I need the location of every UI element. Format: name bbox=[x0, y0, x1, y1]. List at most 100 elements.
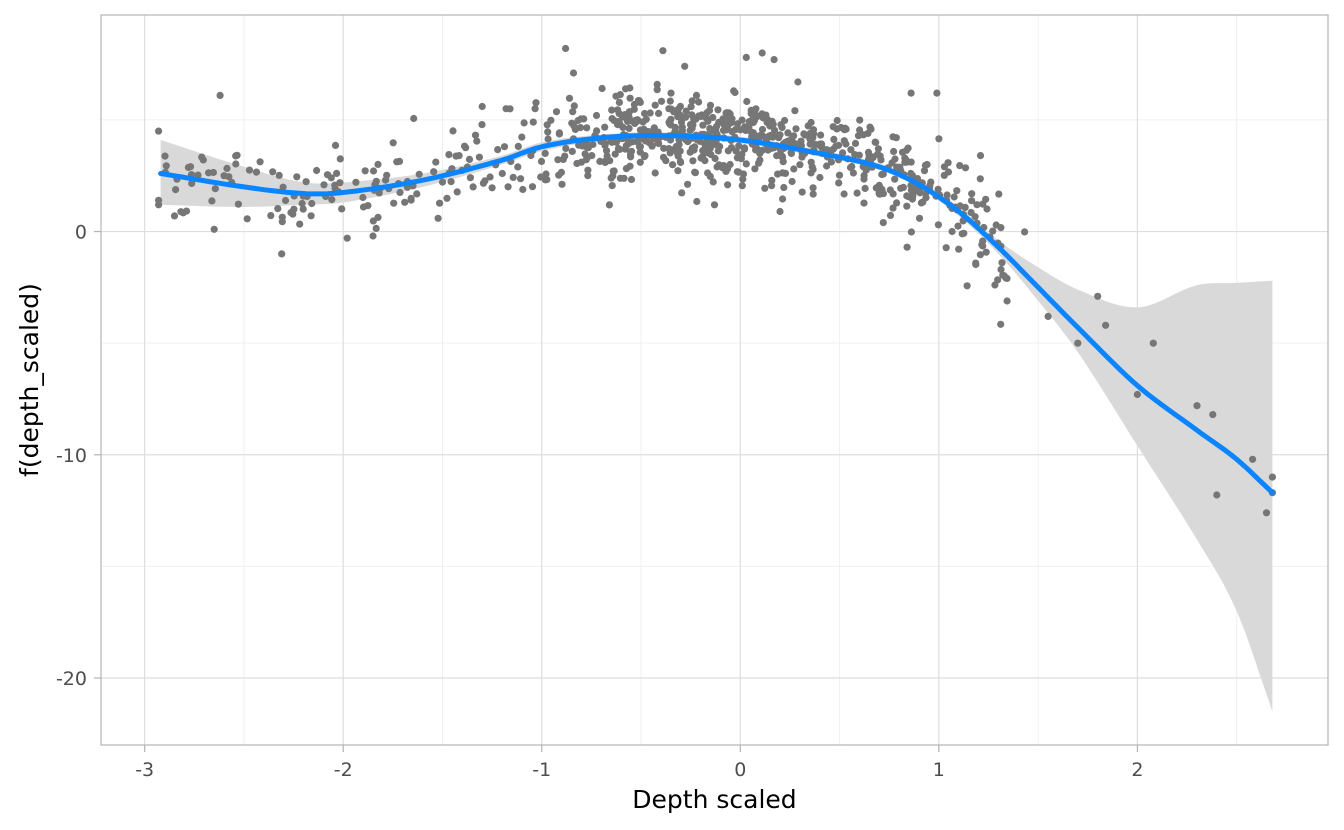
data-point bbox=[955, 245, 963, 253]
data-point bbox=[891, 175, 899, 183]
data-point bbox=[537, 157, 546, 165]
data-point bbox=[220, 172, 228, 180]
data-point bbox=[774, 170, 782, 178]
data-point bbox=[667, 105, 675, 113]
data-point bbox=[223, 164, 231, 172]
data-point bbox=[817, 131, 825, 139]
data-point bbox=[735, 142, 743, 150]
data-point bbox=[745, 122, 753, 131]
data-point bbox=[889, 204, 897, 212]
data-point bbox=[755, 159, 763, 167]
data-point bbox=[471, 131, 480, 139]
data-point bbox=[532, 99, 540, 107]
data-point bbox=[801, 131, 809, 139]
data-point bbox=[331, 181, 339, 189]
data-point bbox=[677, 118, 686, 126]
data-point bbox=[1249, 455, 1257, 463]
data-point bbox=[633, 116, 642, 124]
data-point bbox=[333, 169, 341, 177]
data-point bbox=[603, 152, 611, 160]
data-point bbox=[608, 182, 616, 190]
data-point bbox=[892, 134, 900, 142]
data-point bbox=[602, 147, 611, 155]
data-point bbox=[401, 198, 409, 206]
data-point bbox=[823, 162, 831, 170]
data-point bbox=[808, 163, 816, 171]
data-point bbox=[915, 187, 923, 195]
y-tick-label: -10 bbox=[56, 445, 87, 467]
data-point bbox=[518, 133, 526, 141]
data-point bbox=[662, 157, 670, 165]
data-point bbox=[279, 183, 287, 191]
data-point bbox=[299, 205, 307, 213]
data-point bbox=[1044, 312, 1052, 320]
data-point bbox=[281, 196, 290, 205]
data-point bbox=[413, 190, 421, 198]
data-point bbox=[188, 179, 196, 187]
data-point bbox=[666, 97, 674, 105]
data-point bbox=[790, 165, 798, 173]
data-point bbox=[765, 132, 773, 140]
data-point bbox=[968, 197, 976, 205]
data-point bbox=[689, 157, 697, 165]
data-point bbox=[807, 169, 815, 177]
data-point bbox=[890, 147, 898, 156]
x-tick-label: -3 bbox=[135, 759, 154, 781]
data-point bbox=[893, 199, 901, 207]
data-point bbox=[963, 282, 971, 290]
data-point bbox=[706, 172, 714, 180]
data-point bbox=[847, 146, 855, 154]
data-point bbox=[751, 165, 759, 173]
data-point bbox=[903, 243, 911, 251]
data-point bbox=[716, 142, 724, 151]
data-point bbox=[541, 149, 549, 157]
data-point bbox=[935, 135, 943, 143]
x-tick-label: 0 bbox=[734, 759, 746, 781]
data-point bbox=[616, 145, 624, 153]
data-point bbox=[616, 91, 624, 99]
data-point bbox=[555, 130, 564, 138]
data-point bbox=[232, 152, 240, 160]
data-point bbox=[520, 119, 528, 127]
data-point bbox=[671, 123, 680, 132]
data-point bbox=[982, 195, 990, 203]
data-point bbox=[1003, 297, 1011, 305]
data-point bbox=[897, 184, 905, 192]
data-point bbox=[701, 141, 709, 149]
data-point bbox=[997, 224, 1005, 232]
data-point bbox=[710, 201, 719, 209]
data-point bbox=[308, 199, 316, 208]
data-point bbox=[998, 259, 1006, 267]
data-point bbox=[390, 199, 398, 207]
data-point bbox=[211, 185, 219, 193]
data-point bbox=[702, 114, 710, 122]
data-point bbox=[733, 168, 742, 176]
data-point bbox=[531, 105, 539, 113]
data-point bbox=[552, 108, 561, 116]
data-point bbox=[770, 56, 778, 64]
data-point bbox=[506, 105, 514, 113]
data-point bbox=[862, 165, 871, 173]
data-point bbox=[787, 135, 796, 143]
data-point bbox=[973, 201, 981, 209]
data-point bbox=[625, 124, 633, 132]
x-tick-label: -2 bbox=[334, 759, 353, 781]
data-point bbox=[950, 193, 958, 201]
data-point bbox=[179, 209, 187, 217]
data-point bbox=[494, 146, 502, 154]
data-point bbox=[447, 178, 455, 186]
data-point bbox=[740, 144, 749, 152]
data-point bbox=[997, 265, 1005, 274]
data-point bbox=[871, 138, 879, 146]
data-point bbox=[798, 188, 806, 196]
data-point bbox=[336, 155, 344, 163]
data-point bbox=[657, 97, 666, 105]
data-point bbox=[627, 153, 635, 161]
data-point bbox=[245, 166, 254, 174]
data-point bbox=[678, 189, 686, 197]
data-point bbox=[752, 112, 760, 121]
data-point bbox=[338, 205, 346, 213]
data-point bbox=[278, 250, 286, 258]
data-point bbox=[659, 47, 667, 55]
